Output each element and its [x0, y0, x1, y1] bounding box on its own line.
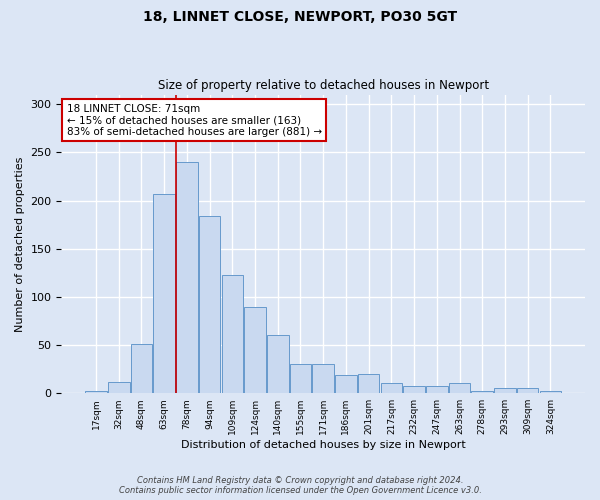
Bar	[131, 344, 152, 393]
Bar	[267, 336, 289, 393]
Bar	[199, 216, 220, 393]
Text: Contains HM Land Registry data © Crown copyright and database right 2024.
Contai: Contains HM Land Registry data © Crown c…	[119, 476, 481, 495]
Text: 18 LINNET CLOSE: 71sqm
← 15% of detached houses are smaller (163)
83% of semi-de: 18 LINNET CLOSE: 71sqm ← 15% of detached…	[67, 104, 322, 136]
Y-axis label: Number of detached properties: Number of detached properties	[15, 156, 25, 332]
Bar	[221, 274, 243, 393]
Text: 18, LINNET CLOSE, NEWPORT, PO30 5GT: 18, LINNET CLOSE, NEWPORT, PO30 5GT	[143, 10, 457, 24]
Bar	[335, 375, 357, 393]
Bar	[494, 388, 516, 393]
Bar	[244, 306, 266, 393]
Bar	[426, 386, 448, 393]
Bar	[472, 392, 493, 393]
Bar	[358, 374, 379, 393]
Title: Size of property relative to detached houses in Newport: Size of property relative to detached ho…	[158, 79, 489, 92]
Bar	[290, 364, 311, 393]
Bar	[85, 392, 107, 393]
Bar	[539, 392, 561, 393]
Bar	[176, 162, 197, 393]
Bar	[517, 388, 538, 393]
Bar	[449, 382, 470, 393]
Bar	[108, 382, 130, 393]
X-axis label: Distribution of detached houses by size in Newport: Distribution of detached houses by size …	[181, 440, 466, 450]
Bar	[154, 194, 175, 393]
Bar	[313, 364, 334, 393]
Bar	[403, 386, 425, 393]
Bar	[380, 382, 402, 393]
